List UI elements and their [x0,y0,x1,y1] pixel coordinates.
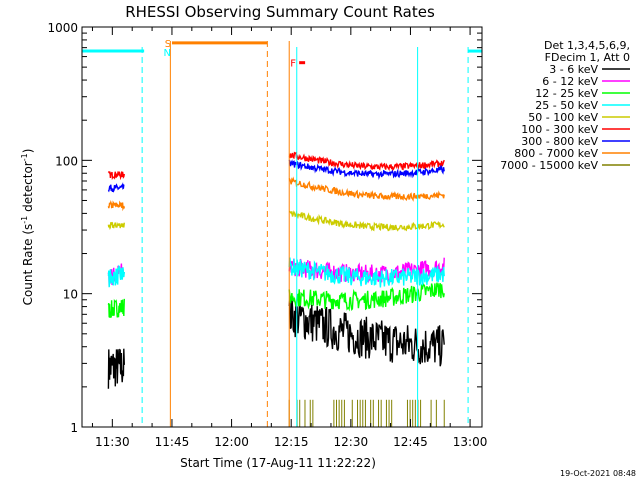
x-tick-label-11-30: 11:30 [95,435,130,449]
axes: 11:30 11:45 12:00 12:15 12:30 12:45 13:00 1 10 10… [47,21,487,449]
legend-label-800-7000-kev: 800 - 7000 keV [514,147,598,160]
series-300-800-kev-segment-1 [107,182,125,193]
y-axis-label-sup-2: -1 [20,153,29,161]
n-marker-label: N [163,48,170,59]
x-tick-label-12-30: 12:30 [334,435,369,449]
series-800-7000-kev-segment-2 [288,176,445,202]
series-25-50-kev-segment-1 [107,264,125,288]
series-3-6-kev-segment-2 [288,296,445,367]
generated-timestamp: 19-Oct-2021 08:48 [560,469,636,478]
chart-title: RHESSI Observing Summary Count Rates [125,3,435,21]
x-tick-label-12-00: 12:00 [214,435,249,449]
series-100-300-kev-segment-2 [288,151,445,172]
y-axis-label-part-1: Count Rate (s [21,224,35,306]
y-tick-label-100: 100 [55,154,78,168]
x-tick-label-11-45: 11:45 [155,435,190,449]
legend-label-6-12-kev: 6 - 12 keV [542,75,598,88]
series-12-25-kev-segment-1 [107,298,125,318]
series-50-100-kev-segment-1 [107,221,125,231]
legend-label-50-100-kev: 50 - 100 keV [528,111,598,124]
series-300-800-kev-segment-2 [288,159,445,181]
legend-label-100-300-kev: 100 - 300 keV [521,123,598,136]
y-axis-label-sup-1: -1 [20,216,29,224]
series-50-100-kev-segment-2 [289,210,445,232]
s-marker-label: S [165,39,171,50]
legend-label-25-50-kev: 25 - 50 keV [535,99,598,112]
legend-label-300-800-kev: 300 - 800 keV [521,135,598,148]
x-tick-label-12-15: 12:15 [274,435,309,449]
f-marker-label: F [290,59,296,70]
legend-label-12-25-kev: 12 - 25 keV [535,87,598,100]
x-axis-label: Start Time (17-Aug-11 11:22:22) [180,456,376,470]
series-100-300-kev-segment-1 [107,170,125,181]
legend-header-line-2: FDecim 1, Att 0 [545,51,630,64]
series-7000-15000-kev-segment-2 [288,399,445,427]
legend-label-7000-15000-kev: 7000 - 15000 keV [500,159,598,172]
y-tick-label-10: 10 [63,288,78,302]
y-axis-label-part-2: detector [21,161,35,216]
y-axis-label-part-3: ) [21,149,35,154]
legend-label-3-6-kev: 3 - 6 keV [549,63,598,76]
series-3-6-kev-segment-1 [107,348,125,389]
y-tick-label-1: 1 [70,421,78,435]
series-25-50-kev-segment-2 [288,257,445,288]
y-axis-label: Count Rate (s-1 detector-1) [20,149,35,306]
x-tick-label-13-00: 13:00 [453,435,488,449]
legend-header: Det 1,3,4,5,6,9, FDecim 1, Att 0 [544,39,630,64]
series-800-7000-kev-segment-1 [107,200,125,212]
x-tick-label-12-45: 12:45 [393,435,428,449]
plot-area [107,151,445,427]
observing-markers: SN F [82,39,482,427]
legend-header-line-1: Det 1,3,4,5,6,9, [544,39,630,52]
series-12-25-kev-segment-2 [288,282,445,312]
plot-frame [81,26,483,428]
y-tick-label-1000: 1000 [47,21,78,35]
